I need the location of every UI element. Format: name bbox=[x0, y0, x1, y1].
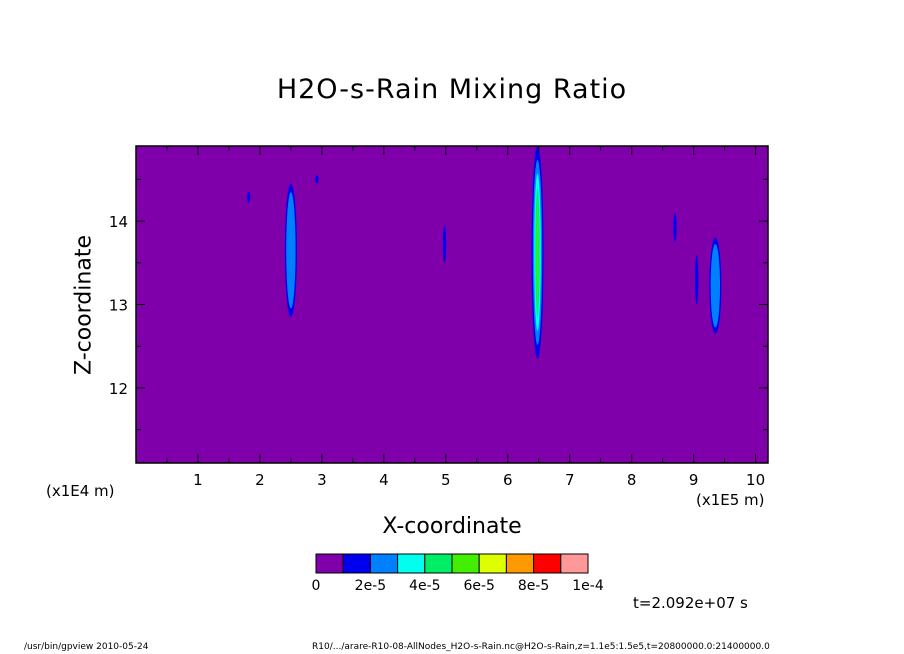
feature-3-level-1 bbox=[247, 191, 251, 203]
footer-left: /usr/bin/gpview 2010-05-24 bbox=[24, 642, 149, 652]
feature-2 bbox=[709, 237, 722, 334]
colorbar-swatch bbox=[315, 553, 344, 574]
colorbar-swatch bbox=[451, 553, 480, 574]
x-tick-label: 9 bbox=[689, 471, 699, 489]
colorbar-swatch bbox=[560, 553, 589, 574]
colorbar-swatch bbox=[369, 553, 399, 574]
feature-1-level-5 bbox=[536, 201, 539, 304]
feature-5 bbox=[442, 225, 447, 263]
feature-6-level-1 bbox=[673, 212, 677, 242]
colorbar-label: 0 bbox=[312, 578, 321, 594]
plot-background bbox=[136, 146, 768, 463]
x-axis-label: X-coordinate bbox=[382, 514, 522, 539]
colorbar-label: 1e-4 bbox=[572, 578, 604, 594]
x-tick-label: 2 bbox=[255, 471, 265, 489]
colorbar-label: 6e-5 bbox=[463, 578, 494, 594]
footer-right: R10/.../arare-R10-08-AllNodes_H2O-s-Rain… bbox=[312, 642, 770, 652]
x-tick-label: 4 bbox=[379, 471, 389, 489]
feature-7 bbox=[695, 254, 699, 305]
feature-6 bbox=[673, 212, 677, 242]
colorbar-swatch bbox=[505, 553, 535, 574]
feature-7-level-1 bbox=[695, 254, 699, 305]
feature-2-level-2 bbox=[710, 243, 721, 328]
feature-1 bbox=[531, 146, 544, 359]
x-tick-label: 1 bbox=[193, 471, 203, 489]
chart-title: H2O-s-Rain Mixing Ratio bbox=[276, 74, 628, 105]
feature-4 bbox=[315, 175, 319, 184]
feature-4-level-1 bbox=[315, 175, 319, 184]
colorbar-label: 4e-5 bbox=[409, 578, 440, 594]
colorbar-swatch bbox=[397, 553, 426, 574]
feature-0-level-2 bbox=[286, 192, 296, 309]
x-tick-label: 7 bbox=[565, 471, 575, 489]
colorbar-label: 2e-5 bbox=[355, 578, 386, 594]
x-axis-multiplier: (x1E5 m) bbox=[696, 491, 765, 509]
x-tick-label: 6 bbox=[503, 471, 513, 489]
feature-0 bbox=[284, 183, 297, 318]
x-tick-label: 8 bbox=[627, 471, 637, 489]
x-tick-label: 10 bbox=[746, 471, 765, 489]
colorbar-label: 8e-5 bbox=[518, 578, 549, 594]
x-tick-label: 5 bbox=[441, 471, 451, 489]
colorbar-swatch bbox=[533, 553, 562, 574]
y-tick-label: 12 bbox=[109, 380, 128, 398]
y-tick-label: 14 bbox=[109, 213, 128, 231]
feature-3 bbox=[247, 191, 251, 203]
y-tick-label: 13 bbox=[109, 297, 128, 315]
colorbar-swatch bbox=[342, 553, 371, 574]
time-label: t=2.092e+07 s bbox=[633, 594, 748, 612]
colorbar-swatch bbox=[424, 553, 453, 574]
y-axis-multiplier: (x1E4 m) bbox=[46, 482, 115, 500]
x-tick-label: 3 bbox=[317, 471, 327, 489]
feature-5-level-1 bbox=[442, 225, 447, 263]
colorbar-swatch bbox=[478, 553, 507, 574]
